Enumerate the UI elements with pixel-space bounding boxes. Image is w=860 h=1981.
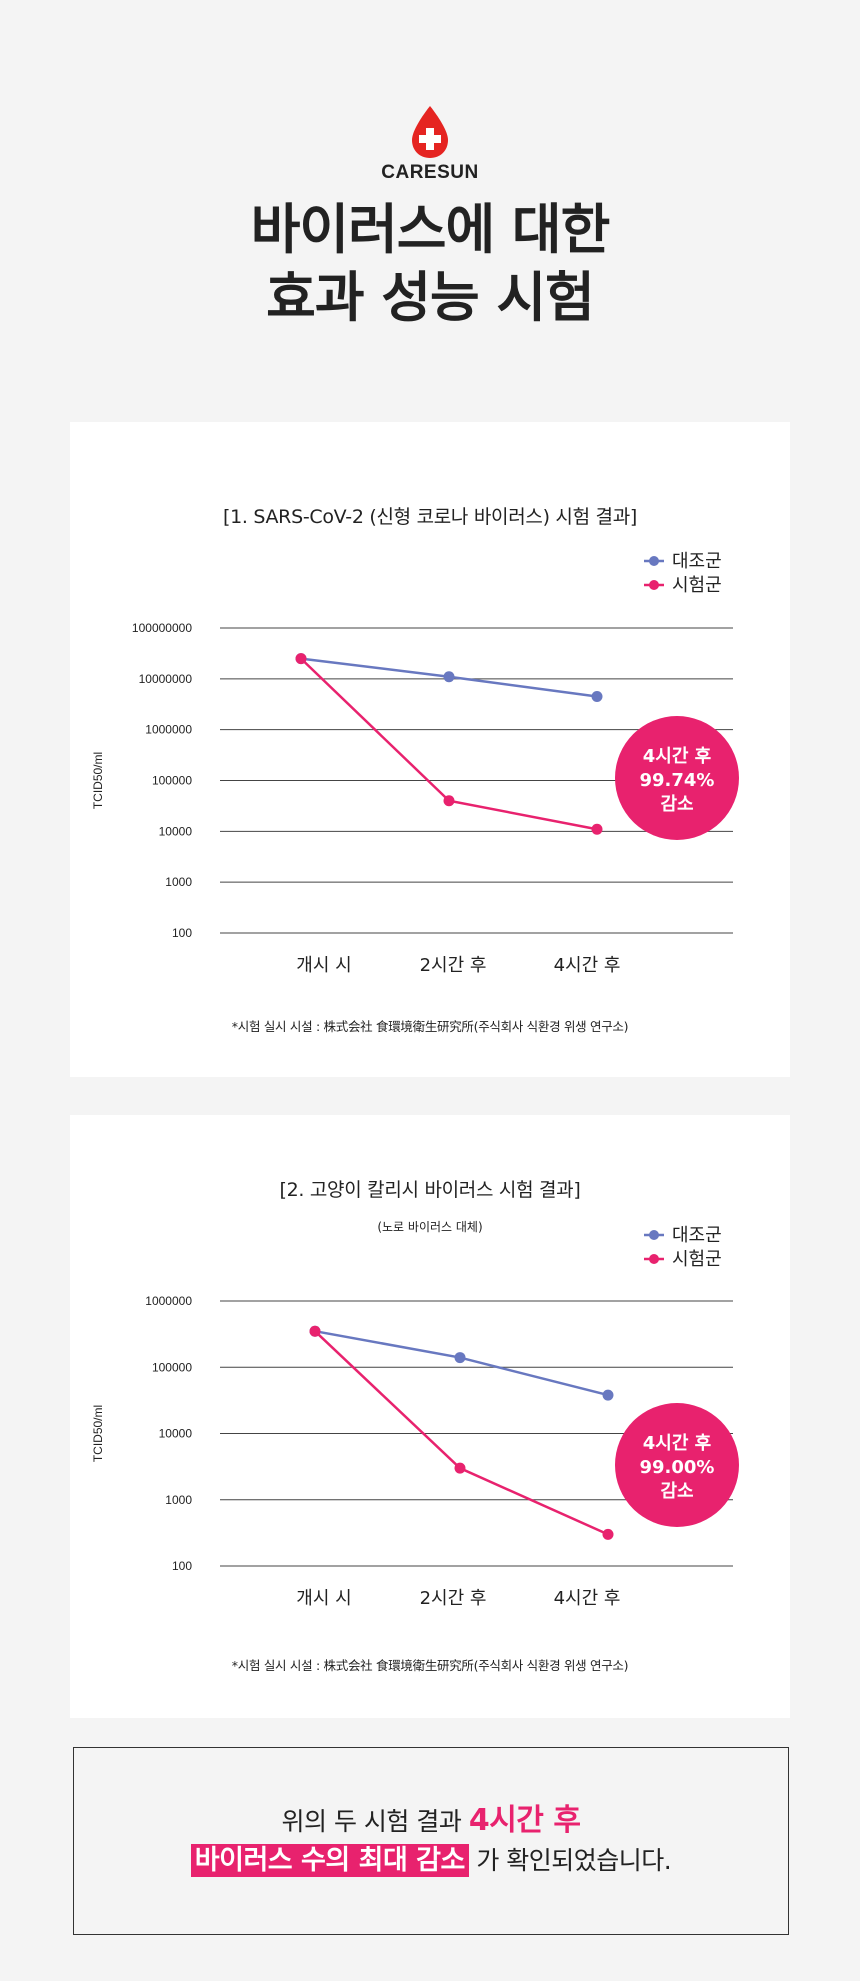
summary-highlight-reduction: 바이러스 수의 최대 감소 xyxy=(190,1844,469,1877)
y-tick-label: 10000 xyxy=(159,824,193,838)
y-tick-label: 1000000 xyxy=(145,1294,192,1308)
summary-suffix: 가 확인되었습니다. xyxy=(468,1846,672,1875)
y-tick-label: 100 xyxy=(172,1559,192,1573)
badge-circle xyxy=(615,1403,739,1527)
y-tick-label: 100000 xyxy=(152,774,192,788)
legend-label: 시험군 xyxy=(672,575,722,596)
legend-label: 대조군 xyxy=(672,551,722,572)
y-axis-label: TCID50/ml xyxy=(91,1405,105,1462)
legend-label: 시험군 xyxy=(672,1249,722,1270)
data-point xyxy=(309,1325,321,1337)
data-point xyxy=(443,671,455,683)
summary-line-2: 바이러스 수의 최대 감소 가 확인되었습니다. xyxy=(74,1838,788,1877)
summary-line-1: 위의 두 시험 결과 4시간 후 xyxy=(74,1795,788,1839)
headline-line-1: 바이러스에 대한 xyxy=(250,198,611,261)
x-category-label: 개시 시 xyxy=(296,1588,351,1609)
summary-highlight-time: 4시간 후 xyxy=(468,1803,581,1838)
badge-text: 감소 xyxy=(660,1481,693,1502)
y-tick-label: 100 xyxy=(172,926,192,940)
y-tick-label: 100000000 xyxy=(132,621,192,635)
chart-subtitle: (노로 바이러스 대체) xyxy=(377,1220,483,1234)
y-axis-label: TCID50/ml xyxy=(91,752,105,809)
summary-prefix: 위의 두 시험 결과 xyxy=(281,1807,469,1836)
y-tick-label: 1000 xyxy=(165,1493,192,1507)
data-point xyxy=(602,1389,614,1401)
legend-marker xyxy=(649,556,659,566)
badge-text: 4시간 후 xyxy=(643,1433,711,1454)
reduction-badge: 4시간 후 99.74% 감소 xyxy=(615,716,739,840)
badge-text: 99.74% xyxy=(640,770,715,791)
chart-title: [2. 고양이 칼리시 바이러스 시험 결과] xyxy=(279,1179,581,1201)
data-point xyxy=(295,653,307,665)
chart-title: [1. SARS-CoV-2 (신형 코로나 바이러스) 시험 결과] xyxy=(222,506,637,528)
legend-marker xyxy=(649,1230,659,1240)
data-point xyxy=(591,690,603,702)
x-category-label: 개시 시 xyxy=(296,955,351,976)
y-tick-label: 10000 xyxy=(159,1427,193,1441)
legend-marker xyxy=(649,580,659,590)
reduction-badge: 4시간 후 99.00% 감소 xyxy=(615,1403,739,1527)
data-point xyxy=(454,1462,466,1474)
badge-circle xyxy=(615,716,739,840)
page-headline: 바이러스에 대한 효과 성능 시험 xyxy=(0,196,860,332)
x-category-label: 4시간 후 xyxy=(554,955,621,976)
caresun-logo: CARESUN xyxy=(0,104,860,184)
blood-drop-cross-icon xyxy=(412,106,448,158)
test-facility-note: *시험 실시 시설 : 株式会社 食環境衛生研究所(주식회사 식환경 위생 연구… xyxy=(231,1658,629,1673)
data-point xyxy=(591,823,603,835)
y-tick-label: 10000000 xyxy=(139,672,193,686)
data-point xyxy=(454,1352,466,1364)
y-tick-label: 1000 xyxy=(165,875,192,889)
legend-label: 대조군 xyxy=(672,1225,722,1246)
legend-marker xyxy=(649,1254,659,1264)
test-facility-note: *시험 실시 시설 : 株式会社 食環境衛生研究所(주식회사 식환경 위생 연구… xyxy=(231,1019,629,1034)
x-category-label: 2시간 후 xyxy=(420,1588,487,1609)
brand-name: CARESUN xyxy=(381,162,479,183)
series-line xyxy=(314,1329,609,1397)
y-tick-label: 1000000 xyxy=(145,723,192,737)
summary-box: 위의 두 시험 결과 4시간 후 바이러스 수의 최대 감소 가 확인되었습니다… xyxy=(73,1747,789,1935)
headline-line-2: 효과 성능 시험 xyxy=(266,266,595,329)
y-tick-label: 100000 xyxy=(152,1360,192,1374)
data-point xyxy=(602,1528,614,1540)
x-category-label: 2시간 후 xyxy=(420,955,487,976)
badge-text: 4시간 후 xyxy=(643,746,711,767)
badge-text: 감소 xyxy=(660,794,693,815)
chart-panel-feline-calicivirus: [2. 고양이 칼리시 바이러스 시험 결과] (노로 바이러스 대체) 대조군… xyxy=(70,1115,790,1718)
x-category-label: 4시간 후 xyxy=(554,1588,621,1609)
badge-text: 99.00% xyxy=(640,1457,715,1478)
data-point xyxy=(443,795,455,807)
